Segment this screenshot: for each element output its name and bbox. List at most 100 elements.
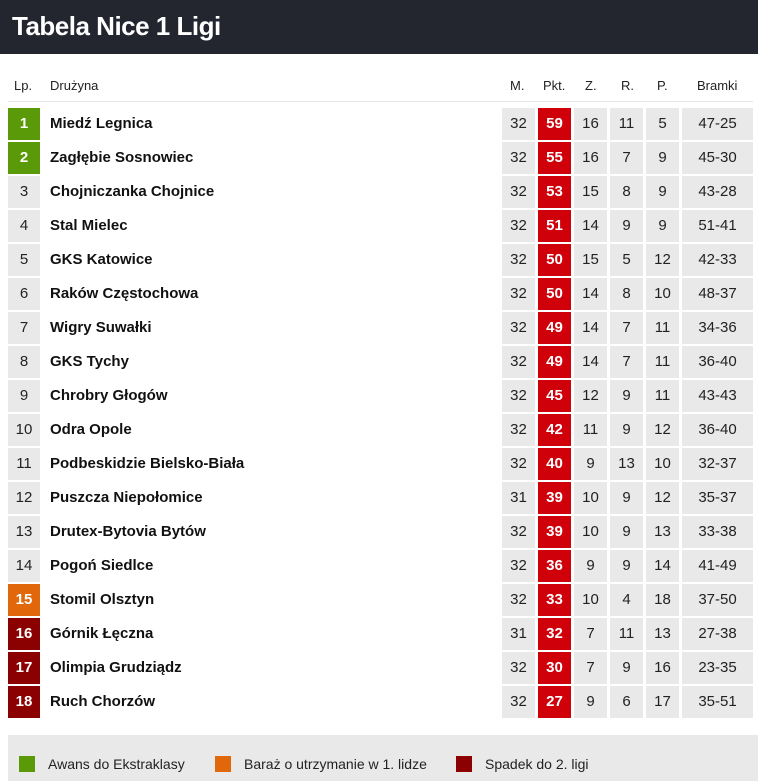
- goals-cell: 27-38: [682, 618, 753, 650]
- matches-cell: 32: [502, 210, 535, 242]
- wins-cell: 10: [574, 482, 607, 514]
- legend-swatch: [19, 756, 35, 772]
- wins-cell: 7: [574, 618, 607, 650]
- points-cell: 39: [538, 482, 571, 514]
- wins-cell: 7: [574, 652, 607, 684]
- team-name[interactable]: Miedź Legnica: [50, 115, 153, 132]
- team-name[interactable]: Górnik Łęczna: [50, 625, 154, 642]
- team-name[interactable]: GKS Katowice: [50, 251, 153, 268]
- position-cell: 4: [8, 210, 40, 242]
- goals-cell: 36-40: [682, 414, 753, 446]
- table-row: 3 32 53 15 8 9 43-28 Chojniczanka Chojnice: [0, 176, 758, 208]
- position-cell: 13: [8, 516, 40, 548]
- team-name[interactable]: Chrobry Głogów: [50, 387, 168, 404]
- matches-cell: 32: [502, 686, 535, 718]
- wins-cell: 14: [574, 346, 607, 378]
- position-cell: 3: [8, 176, 40, 208]
- table-row: 6 32 50 14 8 10 48-37 Raków Częstochowa: [0, 278, 758, 310]
- wins-cell: 15: [574, 244, 607, 276]
- team-name[interactable]: Wigry Suwałki: [50, 319, 152, 336]
- col-goals: Bramki: [697, 78, 738, 93]
- table-row: 14 32 36 9 9 14 41-49 Pogoń Siedlce: [0, 550, 758, 582]
- goals-cell: 36-40: [682, 346, 753, 378]
- table-row: 12 31 39 10 9 12 35-37 Puszcza Niepołomice: [0, 482, 758, 514]
- draws-cell: 9: [610, 482, 643, 514]
- position-cell: 18: [8, 686, 40, 718]
- matches-cell: 32: [502, 278, 535, 310]
- draws-cell: 7: [610, 142, 643, 174]
- col-team: Drużyna: [50, 78, 99, 93]
- wins-cell: 12: [574, 380, 607, 412]
- goals-cell: 35-51: [682, 686, 753, 718]
- team-name[interactable]: Puszcza Niepołomice: [50, 489, 203, 506]
- points-cell: 45: [538, 380, 571, 412]
- col-m: M.: [510, 78, 525, 93]
- position-cell: 8: [8, 346, 40, 378]
- team-name[interactable]: Podbeskidzie Bielsko-Biała: [50, 455, 245, 472]
- team-name[interactable]: Olimpia Grudziądz: [50, 659, 182, 676]
- team-name[interactable]: Pogoń Siedlce: [50, 557, 154, 574]
- legend-item-relegation: Spadek do 2. ligi: [456, 756, 589, 772]
- table-row: 5 32 50 15 5 12 42-33 GKS Katowice: [0, 244, 758, 276]
- draws-cell: 9: [610, 210, 643, 242]
- team-name[interactable]: Zagłębie Sosnowiec: [50, 149, 194, 166]
- matches-cell: 32: [502, 584, 535, 616]
- team-name[interactable]: GKS Tychy: [50, 353, 129, 370]
- points-cell: 49: [538, 312, 571, 344]
- wins-cell: 14: [574, 278, 607, 310]
- matches-cell: 32: [502, 142, 535, 174]
- matches-cell: 31: [502, 482, 535, 514]
- draws-cell: 9: [610, 380, 643, 412]
- losses-cell: 14: [646, 550, 679, 582]
- goals-cell: 35-37: [682, 482, 753, 514]
- position-cell: 1: [8, 108, 40, 140]
- draws-cell: 7: [610, 312, 643, 344]
- losses-cell: 9: [646, 210, 679, 242]
- wins-cell: 16: [574, 108, 607, 140]
- losses-cell: 18: [646, 584, 679, 616]
- team-name[interactable]: Chojniczanka Chojnice: [50, 183, 215, 200]
- team-name[interactable]: Stal Mielec: [50, 217, 128, 234]
- table-row: 17 32 30 7 9 16 23-35 Olimpia Grudziądz: [0, 652, 758, 684]
- table-row: 1 32 59 16 11 5 47-25 Miedź Legnica: [0, 108, 758, 140]
- header-bar: Tabela Nice 1 Ligi: [0, 0, 758, 54]
- position-cell: 11: [8, 448, 40, 480]
- wins-cell: 11: [574, 414, 607, 446]
- header-divider: [8, 101, 753, 102]
- goals-cell: 41-49: [682, 550, 753, 582]
- matches-cell: 32: [502, 414, 535, 446]
- position-cell: 10: [8, 414, 40, 446]
- points-cell: 50: [538, 244, 571, 276]
- team-name[interactable]: Ruch Chorzów: [50, 693, 155, 710]
- wins-cell: 9: [574, 448, 607, 480]
- position-cell: 16: [8, 618, 40, 650]
- wins-cell: 14: [574, 210, 607, 242]
- position-cell: 9: [8, 380, 40, 412]
- matches-cell: 32: [502, 108, 535, 140]
- table-row: 16 31 32 7 11 13 27-38 Górnik Łęczna: [0, 618, 758, 650]
- table-row: 15 32 33 10 4 18 37-50 Stomil Olsztyn: [0, 584, 758, 616]
- points-cell: 32: [538, 618, 571, 650]
- team-name[interactable]: Stomil Olsztyn: [50, 591, 155, 608]
- team-name[interactable]: Raków Częstochowa: [50, 285, 199, 302]
- matches-cell: 31: [502, 618, 535, 650]
- team-name[interactable]: Odra Opole: [50, 421, 132, 438]
- matches-cell: 32: [502, 652, 535, 684]
- draws-cell: 9: [610, 516, 643, 548]
- col-z: Z.: [585, 78, 597, 93]
- wins-cell: 9: [574, 550, 607, 582]
- table-row: 7 32 49 14 7 11 34-36 Wigry Suwałki: [0, 312, 758, 344]
- col-pkt: Pkt.: [543, 78, 566, 93]
- table-row: 11 32 40 9 13 10 32-37 Podbeskidzie Bielsko-Bia…: [0, 448, 758, 480]
- position-cell: 7: [8, 312, 40, 344]
- wins-cell: 9: [574, 686, 607, 718]
- losses-cell: 10: [646, 278, 679, 310]
- position-cell: 6: [8, 278, 40, 310]
- wins-cell: 10: [574, 516, 607, 548]
- table-row: 13 32 39 10 9 13 33-38 Drutex-Bytovia Bytów: [0, 516, 758, 548]
- table-row: 18 32 27 9 6 17 35-51 Ruch Chorzów: [0, 686, 758, 718]
- losses-cell: 13: [646, 618, 679, 650]
- matches-cell: 32: [502, 312, 535, 344]
- points-cell: 59: [538, 108, 571, 140]
- team-name[interactable]: Drutex-Bytovia Bytów: [50, 523, 206, 540]
